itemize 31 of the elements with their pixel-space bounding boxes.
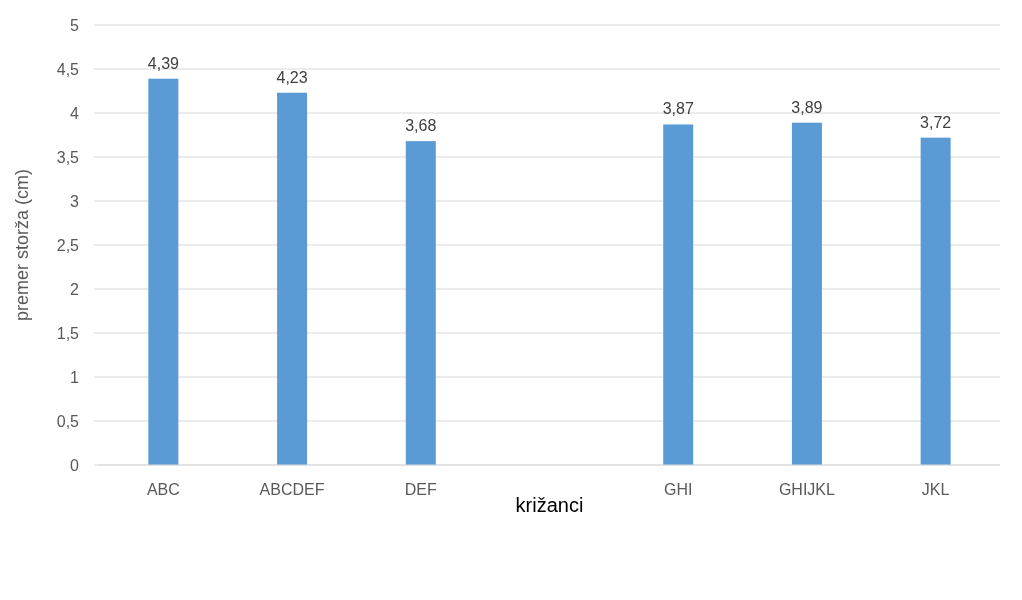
bar (791, 122, 822, 465)
x-tick-label: GHI (663, 481, 693, 498)
x-tick-label: JKL (921, 481, 950, 498)
y-axis-title: premer storža (cm) (12, 168, 32, 322)
y-tick-label: 2,5 (56, 236, 80, 254)
y-tick-label: 4 (70, 104, 80, 122)
y-tick-label: 0,5 (56, 412, 80, 430)
bar (920, 137, 951, 465)
data-label: 3,72 (920, 113, 952, 131)
y-tick-label: 2 (70, 280, 80, 298)
data-label: 3,68 (405, 117, 437, 135)
x-axis-title: križanci (515, 494, 584, 516)
x-tick-label: DEF (404, 481, 438, 498)
data-label: 4,23 (276, 68, 308, 86)
y-tick-label: 1 (70, 368, 80, 386)
bar (405, 141, 436, 465)
data-label: 3,89 (791, 98, 823, 116)
y-tick-label: 4,5 (56, 60, 80, 78)
y-tick-label: 5 (70, 16, 80, 34)
x-tick-label: ABCDEF (259, 481, 325, 498)
y-tick-label: 3 (70, 192, 80, 210)
data-label: 4,39 (147, 54, 180, 72)
bar (663, 124, 694, 465)
data-label: 3,87 (662, 100, 694, 118)
bar (148, 78, 179, 465)
y-tick-label: 0 (70, 456, 80, 474)
y-tick-label: 3,5 (56, 148, 80, 166)
bar (277, 92, 308, 465)
x-tick-label: GHIJKL (778, 481, 836, 498)
y-tick-label: 1,5 (56, 324, 80, 342)
x-tick-label: ABC (146, 481, 180, 498)
